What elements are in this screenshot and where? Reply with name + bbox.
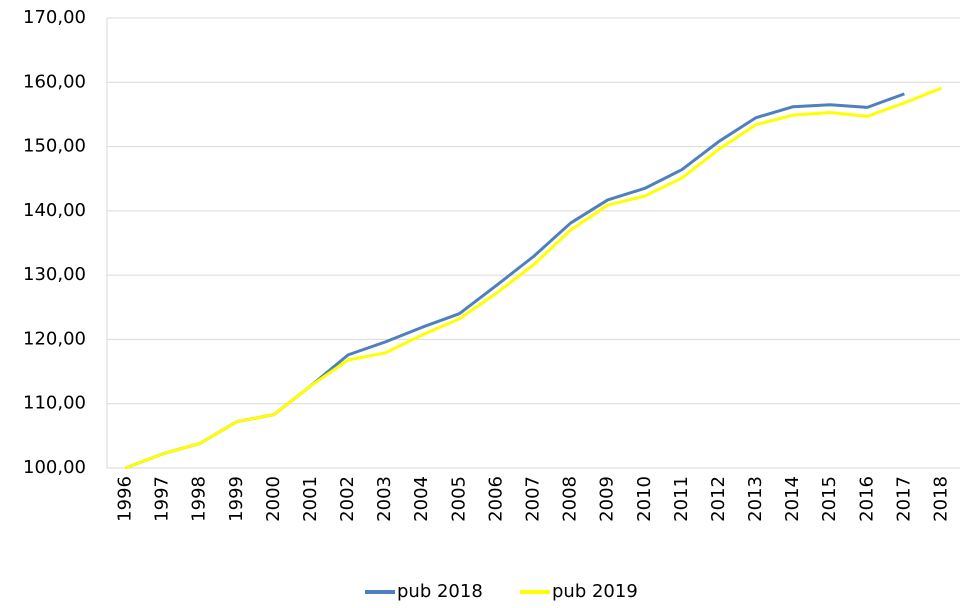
x-tick-label: 2018 [930, 476, 951, 522]
x-tick-label: 2007 [523, 476, 544, 522]
x-tick-label: 1997 [152, 476, 173, 522]
x-tick-label: 2002 [337, 476, 358, 522]
x-tick-label: 1996 [115, 476, 136, 522]
x-tick-label: 2003 [374, 476, 395, 522]
y-tick-label: 120,00 [23, 328, 86, 349]
x-tick-label: 2005 [448, 476, 469, 522]
x-tick-label: 2016 [856, 476, 877, 522]
x-tick-label: 1998 [189, 476, 210, 522]
legend-label: pub 2018 [397, 581, 483, 602]
x-tick-label: 2008 [560, 476, 581, 522]
series-line [125, 86, 943, 470]
x-tick-label: 2017 [893, 476, 914, 522]
x-tick-label: 2009 [597, 476, 618, 522]
y-tick-label: 100,00 [23, 457, 86, 478]
y-tick-label: 110,00 [23, 393, 86, 414]
x-tick-label: 2004 [411, 476, 432, 522]
x-tick-label: 2006 [485, 476, 506, 522]
x-tick-label: 2014 [782, 476, 803, 522]
x-tick-label: 2001 [300, 476, 321, 522]
x-tick-label: 2011 [671, 476, 692, 522]
legend-label: pub 2019 [552, 581, 638, 602]
x-tick-label: 1999 [226, 476, 247, 522]
y-tick-label: 130,00 [23, 264, 86, 285]
x-tick-label: 2000 [263, 476, 284, 522]
y-tick-label: 140,00 [23, 200, 86, 221]
y-tick-label: 160,00 [23, 71, 86, 92]
x-tick-label: 2012 [708, 476, 729, 522]
x-tick-label: 2015 [819, 476, 840, 522]
series-line [125, 92, 905, 470]
x-tick-label: 2013 [745, 476, 766, 522]
y-tick-label: 170,00 [23, 7, 86, 28]
y-tick-label: 150,00 [23, 136, 86, 157]
x-tick-label: 2010 [634, 476, 655, 522]
